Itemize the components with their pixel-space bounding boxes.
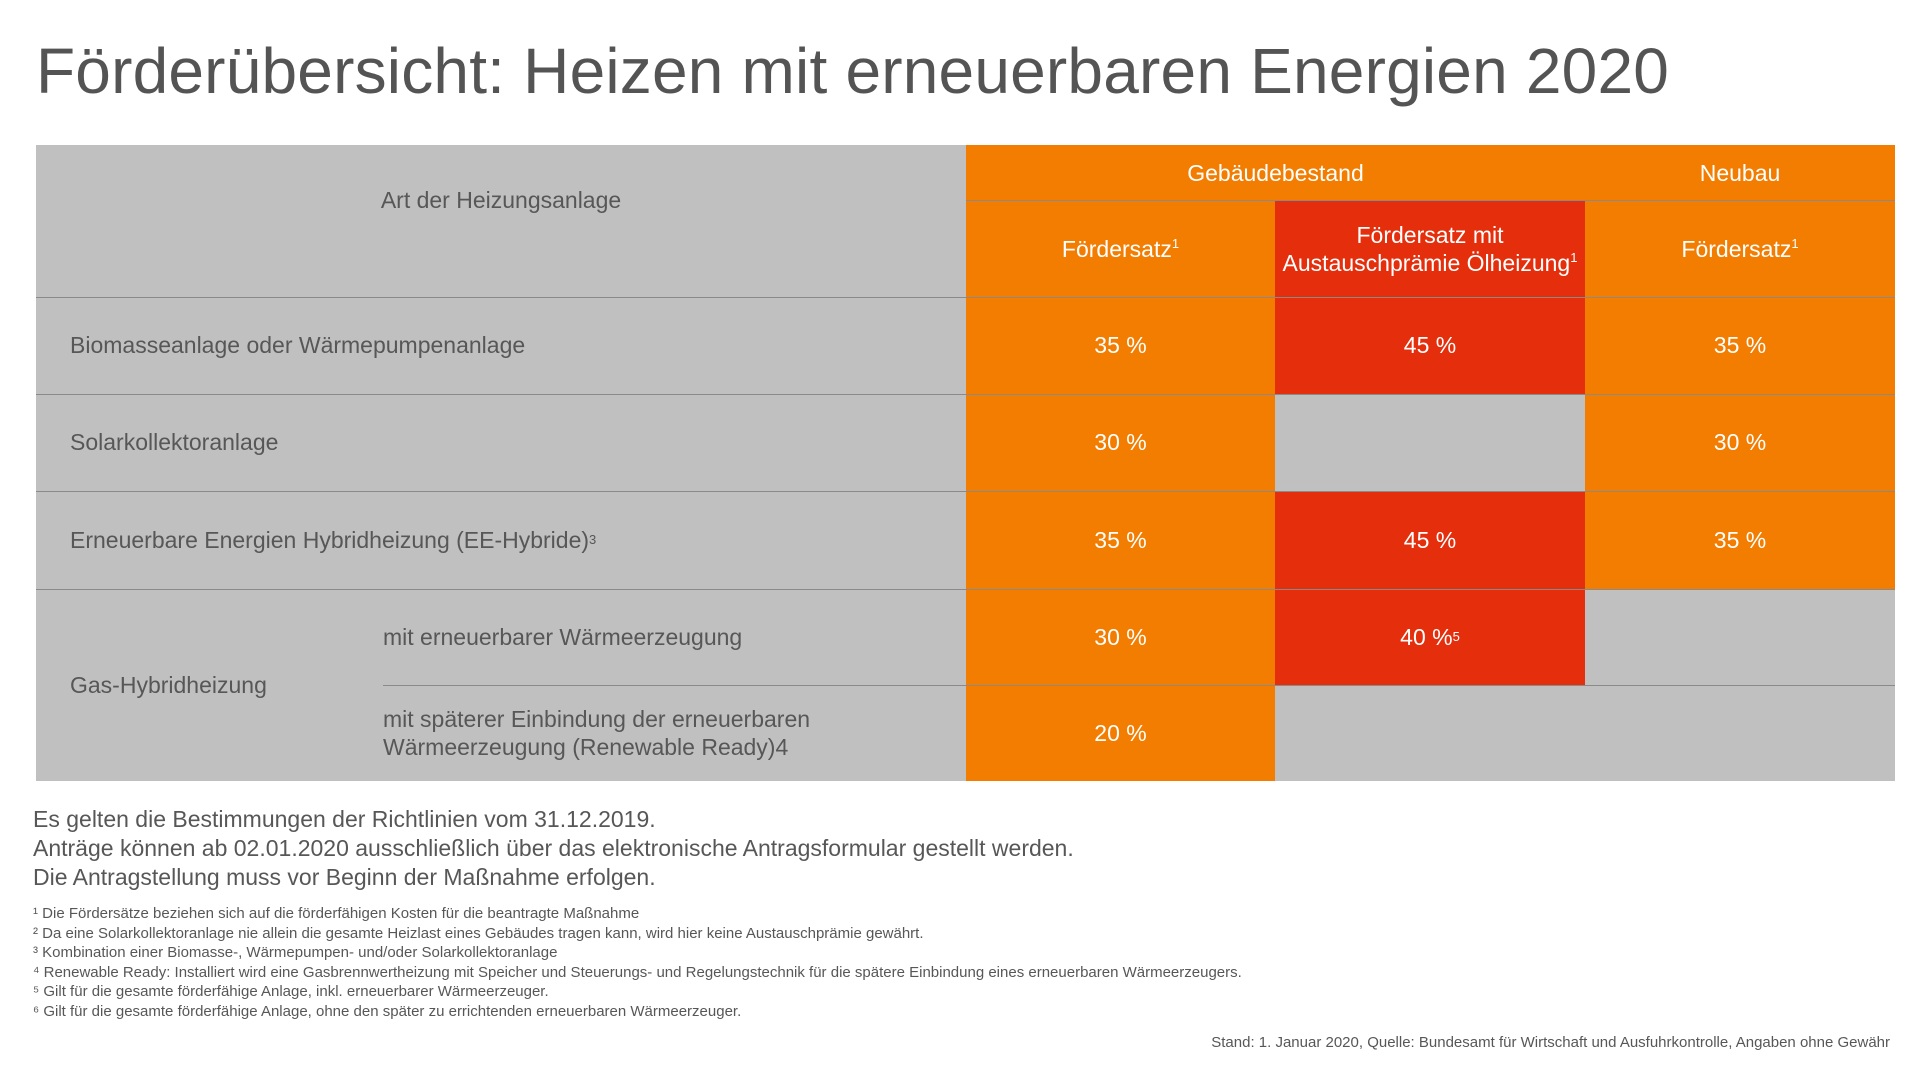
header-rate-new: Fördersatz1 [1585,200,1895,297]
header-type-cell: Art der Heizungsanlage [36,145,966,297]
row-ee-hybrid-new: 35 % [1585,491,1895,589]
footnotes: ¹ Die Fördersätze beziehen sich auf die … [33,904,1242,1021]
row-ee-hybrid-rate: 35 % [966,491,1275,589]
footnote: ³ Kombination einer Biomasse-, Wärmepump… [33,944,558,961]
header-rate: Fördersatz1 [966,200,1275,297]
divider-line [36,297,1895,298]
header-group-existing: Gebäudebestand [966,145,1585,200]
gas-hybrid-sub1-bonus: 40 % 5 [1275,589,1585,685]
header-group-new: Neubau [1585,145,1895,200]
row-label-biomass: Biomasseanlage oder Wärmepumpenanlage [36,297,966,394]
gas-hybrid-sub2-label: mit späterer Einbindung der erneuerbaren… [383,685,966,781]
gas-hybrid-sub1-new-empty [1585,589,1895,685]
row-label-ee-hybrid: Erneuerbare Energien Hybridheizung (EE-H… [36,491,966,589]
note-line: Es gelten die Bestimmungen der Richtlini… [33,806,656,832]
source-note: Stand: 1. Januar 2020, Quelle: Bundesamt… [1211,1034,1890,1051]
row-biomass-rate: 35 % [966,297,1275,394]
gas-hybrid-sub2-empty [1275,685,1895,781]
divider-line [36,491,1895,492]
footnote: ⁴ Renewable Ready: Installiert wird eine… [33,963,1242,981]
gas-hybrid-sub1-label: mit erneuerbarer Wärmeerzeugung [383,589,966,685]
row-solar-rate: 30 % [966,394,1275,491]
row-solar-new: 30 % [1585,394,1895,491]
divider-line [36,589,1895,590]
footnote: ⁵ Gilt für die gesamte förderfähige Anla… [33,983,549,1000]
row-label-solar: Solarkollektoranlage [36,394,966,491]
header-type-label: Art der Heizungsanlage [380,187,622,213]
divider-line [966,200,1895,201]
footnote: ¹ Die Fördersätze beziehen sich auf die … [33,905,640,922]
divider-line [36,394,1895,395]
row-biomass-new: 35 % [1585,297,1895,394]
gas-hybrid-sub1-rate: 30 % [966,589,1275,685]
row-biomass-bonus: 45 % [1275,297,1585,394]
note-line: Anträge können ab 02.01.2020 ausschließl… [33,835,1074,861]
note-line: Die Antragstellung muss vor Beginn der M… [33,864,656,890]
footnote: ² Da eine Solarkollektoranlage nie allei… [33,924,924,942]
row-ee-hybrid-bonus: 45 % [1275,491,1585,589]
row-solar-bonus [1275,394,1585,491]
notes: Es gelten die Bestimmungen der Richtlini… [33,805,1074,892]
footnote: ⁶ Gilt für die gesamte förderfähige Anla… [33,1002,742,1020]
page-title: Förderübersicht: Heizen mit erneuerbaren… [36,35,1670,107]
funding-table: Art der Heizungsanlage Gebäudebestand Ne… [36,145,1895,781]
header-rate-bonus: Fördersatz mit Austauschprämie Ölheizung1 [1275,200,1585,297]
row-label-gas-hybrid: Gas-Hybridheizung [36,589,383,781]
divider-line [383,685,1895,686]
gas-hybrid-sub2-rate: 20 % [966,685,1275,781]
